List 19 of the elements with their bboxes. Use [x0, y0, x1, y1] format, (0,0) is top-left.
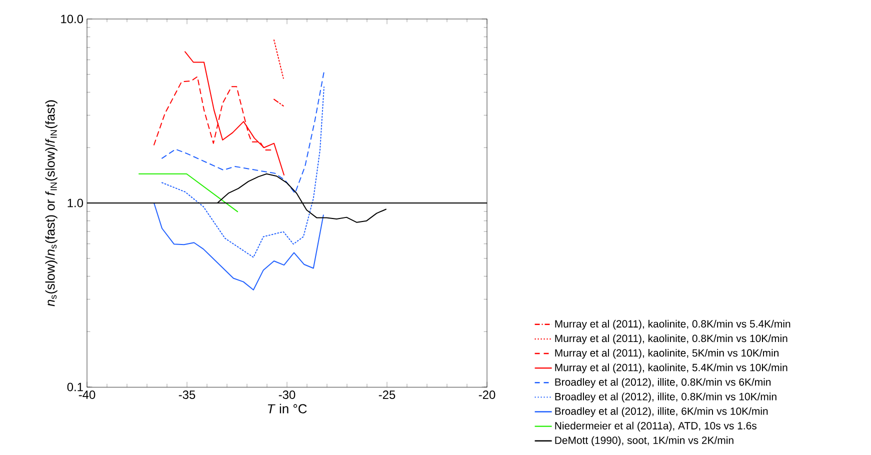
x-tick-label: -30 [278, 390, 296, 399]
legend-label: DeMott (1990), soot, 1K/min vs 2K/min [555, 436, 734, 446]
y-tick-label: 10.0 [61, 14, 84, 24]
x-tick-label: -25 [378, 390, 396, 399]
legend-label: Broadley et al (2012), illite, 0.8K/min vs 10K/min [555, 392, 776, 402]
y-tick-label: 0.1 [67, 382, 83, 392]
x-tick-label: -35 [178, 390, 196, 399]
x-tick-label: -20 [478, 390, 496, 399]
legend-label: Murray et al (2011), kaolinite, 5.4K/min vs 10K/min [555, 364, 788, 374]
legend-label: Niedermeier et al (2011a), ATD, 10s vs 1.6s [555, 422, 756, 432]
text: n$_{s}$(slow)/n$_{s}$(fast) or f$_{IN}$(slow)/f$_{IN}$(fast) [45, 100, 58, 306]
x-axis-title: T in °C [268, 404, 307, 414]
legend-label: Murray et al (2011), kaolinite, 0.8K/min vs 5.4K/min [555, 320, 790, 330]
legend-label: Broadley et al (2012), illite, 0.8K/min vs 6K/min [555, 378, 771, 388]
legend-label: Murray et al (2011), kaolinite, 0.8K/min vs 10K/min [555, 334, 788, 344]
legend-label: Broadley et al (2012), illite, 6K/min vs 10K/min [555, 407, 768, 417]
legend-label: Murray et al (2011), kaolinite, 5K/min vs 10K/min [555, 348, 778, 359]
x-tick-label: -40 [78, 390, 96, 399]
y-tick-label: 1.0 [68, 198, 84, 208]
